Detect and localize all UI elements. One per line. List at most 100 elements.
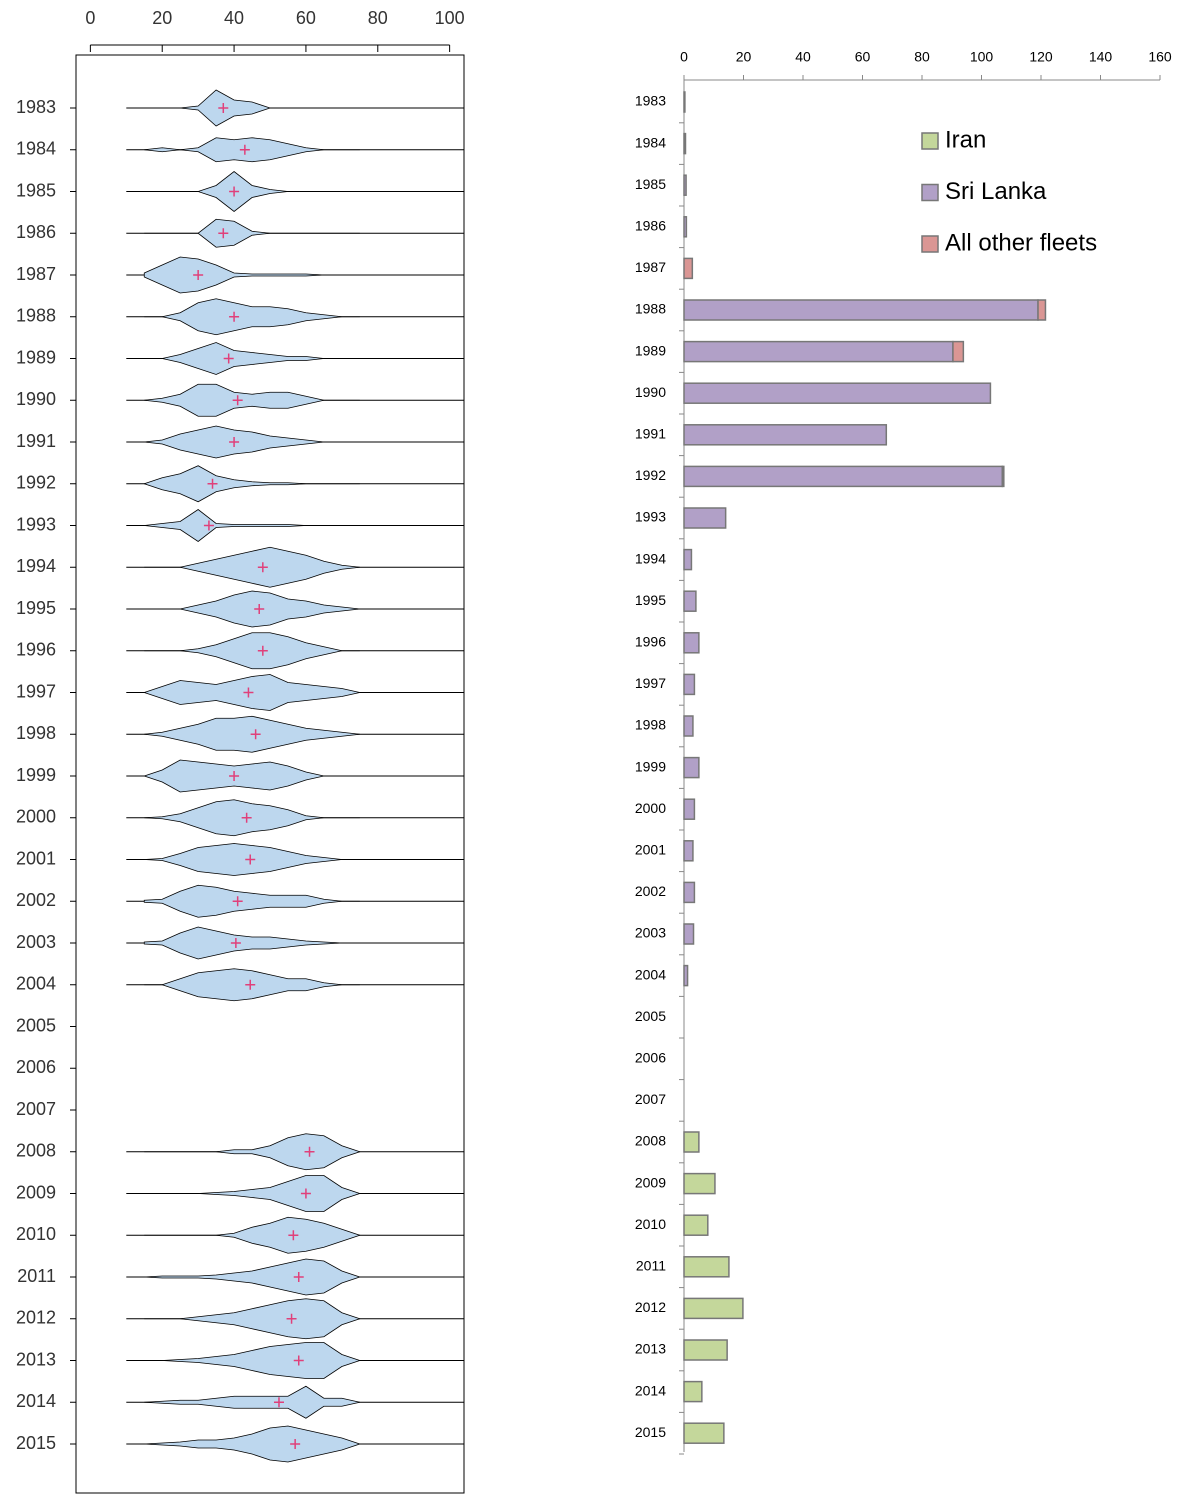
y-tick-label: 1996	[16, 640, 56, 660]
y-tick-label: 2006	[16, 1057, 56, 1077]
bar	[952, 340, 965, 363]
mean-marker	[288, 1230, 299, 1241]
y-tick-label: 1994	[16, 556, 56, 576]
x-tick-label: 40	[795, 49, 811, 65]
violin	[144, 425, 360, 459]
mean-marker	[223, 353, 234, 364]
mean-marker	[286, 1313, 297, 1324]
bar	[683, 257, 694, 280]
y-tick-label: 1984	[635, 134, 666, 150]
y-tick-label: 2015	[635, 1424, 666, 1440]
y-tick-label: 2001	[16, 848, 56, 868]
y-tick-label: 2013	[635, 1341, 666, 1357]
violin	[144, 632, 360, 670]
bar	[683, 881, 696, 904]
plot-frame	[75, 54, 465, 1494]
y-tick-label: 2009	[635, 1174, 666, 1190]
bar	[683, 1297, 744, 1320]
mean-marker	[250, 729, 261, 740]
violin	[142, 465, 360, 503]
x-tick-label: 60	[296, 8, 316, 28]
legend-swatch	[921, 132, 939, 150]
x-tick-label: 160	[1148, 49, 1172, 65]
legend-swatch	[921, 235, 939, 253]
y-tick-label: 2011	[17, 1266, 56, 1286]
y-tick-label: 1998	[16, 723, 56, 743]
violin	[142, 759, 360, 793]
y-tick-label: 1986	[635, 218, 666, 234]
y-tick-label: 1990	[635, 384, 666, 400]
bar	[683, 216, 688, 238]
bar	[683, 798, 696, 820]
violin	[144, 546, 360, 588]
violin	[144, 1133, 362, 1171]
y-tick-label: 1996	[635, 634, 666, 650]
violin	[144, 218, 360, 248]
y-tick-label: 2003	[635, 925, 666, 941]
y-tick-label: 1992	[16, 473, 56, 493]
bar	[683, 756, 700, 779]
y-tick-label: 2014	[16, 1391, 56, 1411]
y-tick-label: 1993	[16, 514, 56, 534]
mean-marker	[203, 520, 214, 531]
legend-label: All other fleets	[945, 229, 1097, 256]
violin	[144, 1298, 362, 1340]
violin	[144, 799, 360, 837]
y-tick-label: 2011	[636, 1258, 666, 1274]
bar	[683, 964, 689, 987]
y-tick-label: 1983	[16, 97, 56, 117]
violin	[144, 383, 360, 417]
bar	[683, 548, 693, 571]
bar	[683, 1172, 716, 1195]
mean-marker	[193, 270, 204, 280]
legend-swatch	[921, 183, 939, 202]
bar	[683, 840, 694, 862]
y-tick-label: 1991	[16, 431, 56, 451]
y-tick-label: 2002	[635, 883, 666, 899]
bar	[683, 923, 695, 945]
mean-marker	[241, 812, 252, 823]
bar	[683, 465, 1004, 488]
x-tick-label: 40	[224, 8, 244, 28]
y-tick-label: 1995	[635, 592, 666, 608]
violin	[144, 1342, 362, 1379]
mean-marker	[273, 1397, 284, 1408]
bar	[683, 507, 727, 529]
bar	[683, 632, 700, 654]
violin	[144, 170, 360, 213]
x-tick-label: 20	[152, 8, 172, 28]
violin	[144, 298, 360, 336]
y-tick-label: 2000	[635, 800, 666, 816]
y-tick-label: 1988	[16, 306, 56, 326]
bar	[683, 91, 686, 113]
y-tick-label: 2005	[16, 1015, 56, 1035]
y-tick-label: 2010	[16, 1224, 56, 1244]
y-tick-label: 1988	[635, 301, 666, 317]
x-tick-label: 20	[736, 49, 752, 65]
y-tick-label: 2009	[16, 1182, 56, 1202]
mean-marker	[207, 478, 218, 489]
y-tick-label: 2007	[635, 1091, 666, 1107]
mean-marker	[300, 1188, 311, 1199]
bar	[683, 1131, 700, 1153]
x-tick-label: 120	[1029, 49, 1053, 65]
bar	[683, 382, 992, 404]
y-tick-label: 2013	[16, 1349, 56, 1369]
y-tick-label: 1995	[16, 598, 56, 618]
bar	[683, 340, 954, 363]
mean-marker	[230, 938, 241, 948]
y-tick-label: 2002	[16, 890, 56, 910]
bar	[683, 673, 696, 696]
bar	[683, 424, 888, 446]
bar	[683, 132, 687, 155]
mean-marker	[239, 144, 250, 155]
y-tick-label: 2004	[16, 974, 56, 994]
mean-marker	[293, 1272, 304, 1282]
mean-marker	[257, 562, 268, 573]
violin	[144, 1175, 362, 1212]
y-tick-label: 1997	[16, 681, 56, 701]
y-tick-label: 1991	[635, 426, 666, 442]
y-tick-label: 2012	[16, 1308, 56, 1328]
violin	[143, 926, 360, 960]
y-tick-label: 1985	[16, 180, 56, 200]
